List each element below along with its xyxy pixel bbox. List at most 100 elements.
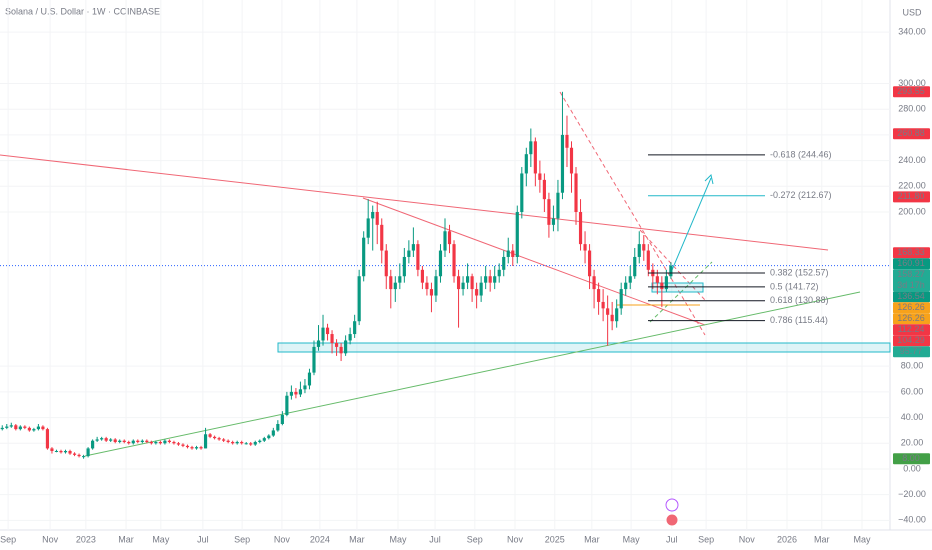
price-tag [893,191,930,203]
candle-body [167,440,171,442]
candle-body [149,441,153,444]
x-tick-label: 2024 [310,534,330,544]
x-tick-label: Sep [234,534,250,544]
candle-body [63,450,68,453]
candle-body [420,269,424,283]
candle-body [154,441,158,444]
candle-body [434,276,438,296]
candle-body [592,276,596,290]
candle-body [542,179,546,200]
candle-body [565,134,569,148]
fib-label: -0.618 (244.46) [770,149,832,159]
candle-body [9,425,13,427]
y-tick-label: 300.00 [898,78,926,88]
fib-label: 0.382 (152.57) [770,267,829,277]
y-tick-label: −20.00 [898,489,926,499]
candle-body [380,224,384,251]
candle-body [321,327,325,341]
candle-body [438,250,443,277]
candle-body [325,327,330,335]
candle-body [551,218,556,225]
candle-body [81,456,86,458]
candle-body [416,244,420,270]
x-tick-label: Nov [42,534,59,544]
y-tick-label: 200.00 [898,206,926,216]
price-tag-label: 168.33 [897,247,925,257]
y-tick-label: 280.00 [898,104,926,114]
candle-body [68,450,72,454]
x-tick-label: Jul [197,534,209,544]
price-tag-label: 158.27 [897,269,925,279]
drawings [0,91,891,527]
y-tick-label: 340.00 [898,26,926,36]
candle-body [610,314,614,322]
candle-body [497,269,501,277]
candle-body [479,282,483,296]
candle-body [425,282,429,290]
candle-body [606,308,610,315]
chart-title: Solana / U.S. Dollar · 1W · COINBASE [5,6,160,16]
x-tick-label: Sep [467,534,483,544]
candle-body [384,250,388,277]
candle-body [587,250,592,277]
candle-body [375,212,379,225]
y-tick-label: 40.00 [901,412,924,422]
candle-body [344,340,348,354]
candle-body [511,250,515,257]
candle-body [578,212,583,245]
candle-body [54,450,59,452]
price-tag [893,346,930,358]
candle-body [393,282,397,290]
candle-body [574,173,578,212]
price-tag-label: 95.77 [900,346,923,356]
price-tag-label: 112.24 [898,324,925,334]
arrow-head [704,174,714,185]
y-tick-label: 240.00 [898,155,926,165]
candle-body [104,438,108,441]
candle-body [109,439,113,441]
x-tick-label: 2023 [76,534,96,544]
price-tag [893,313,930,325]
event-icon[interactable] [665,498,679,512]
candle-body [447,231,452,245]
candle-body [262,438,266,441]
candle-body [113,439,117,442]
candle-body [556,192,560,219]
candle-body [0,427,4,430]
candle-body [72,453,77,455]
candle-body [303,385,307,390]
fib-label: 0.5 (141.72) [770,281,819,291]
price-tag [893,324,930,336]
candle-body [307,372,312,386]
x-tick-label: Jul [429,534,441,544]
event-icon[interactable] [665,513,679,527]
candle-body [59,450,63,453]
candle-body [398,276,402,283]
candle-body [27,427,31,431]
price-tag-label: 211.80 [898,191,925,201]
candle-body [520,173,524,212]
candle-body [402,256,406,277]
candle-body [316,340,321,347]
candle-body [50,448,54,451]
candle-body [493,276,497,283]
candle-body [547,199,551,225]
trendline [362,197,706,326]
candle-body [429,289,434,296]
candle-body [334,343,339,347]
candle-body [583,244,587,251]
x-tick-label: May [623,534,641,544]
box [651,282,704,293]
candle-body [172,441,176,444]
candle-body [5,426,9,428]
candle-body [475,289,479,296]
y-tick-label: 60.00 [901,386,924,396]
candle-body [655,276,659,283]
candle-body [181,444,185,446]
candle-body [411,244,415,251]
x-tick-label: May [152,534,170,544]
candle-body [199,447,203,449]
candle-body [176,443,181,445]
x-tick-label: Sep [0,534,16,544]
